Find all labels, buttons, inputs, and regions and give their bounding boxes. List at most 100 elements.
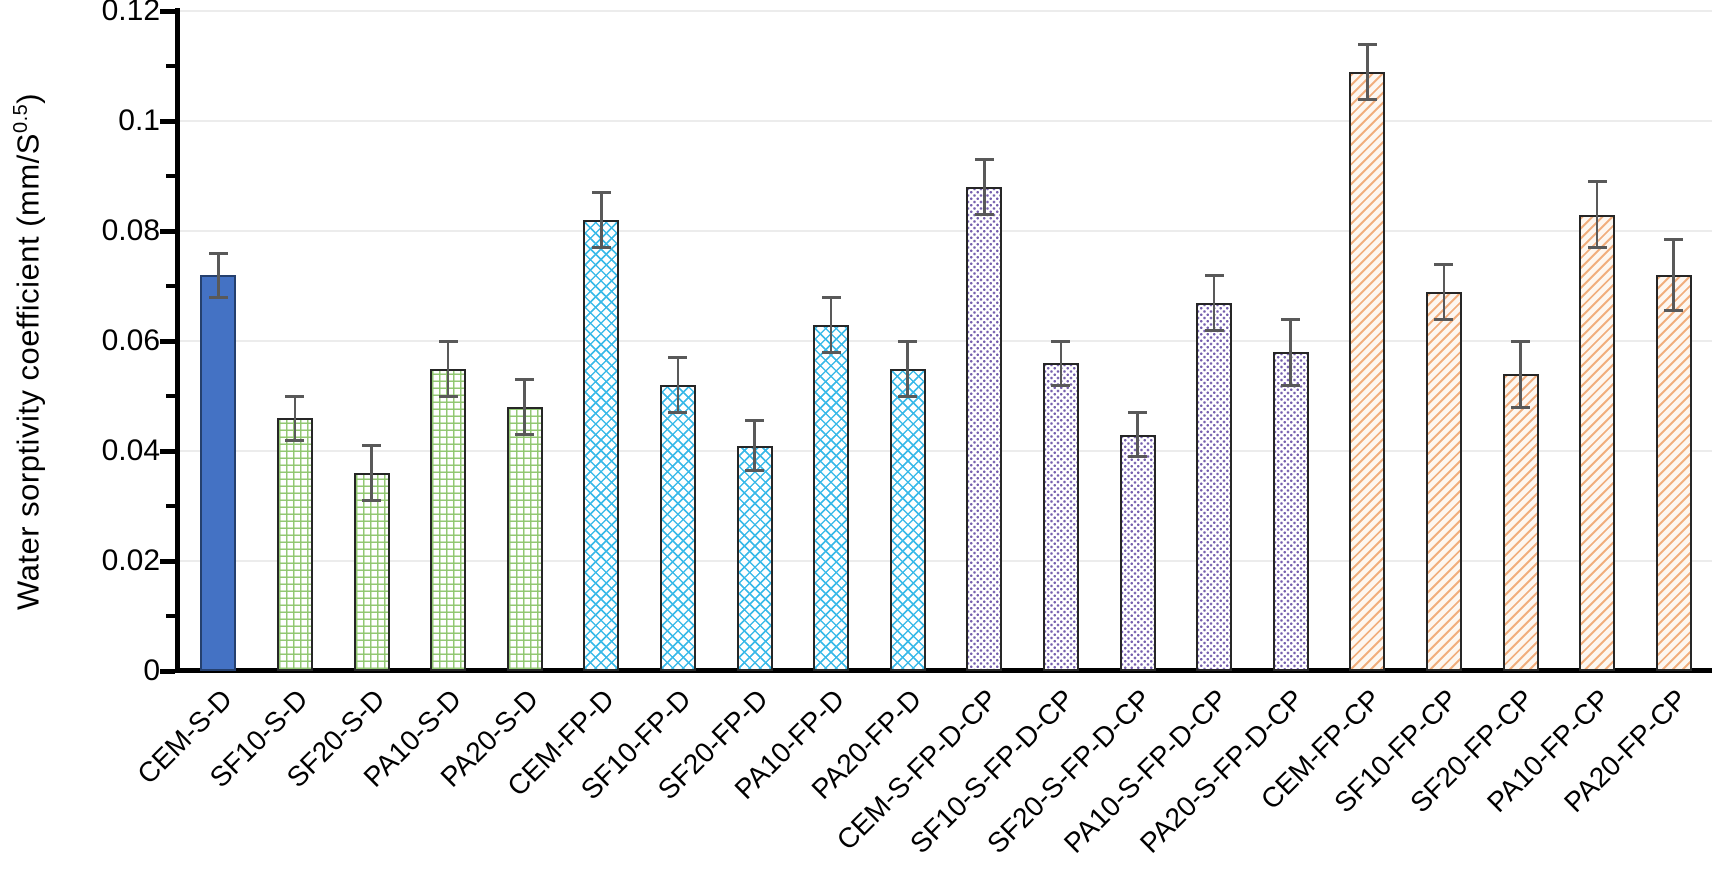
- bar-sf10-s-fp-d-cp: [1042, 363, 1079, 671]
- error-bar-cap-top: [974, 158, 994, 161]
- error-bar-cap-bottom: [1128, 455, 1147, 458]
- error-bar-cap-bottom: [1511, 405, 1530, 409]
- error-bar-cap-bottom: [591, 246, 611, 249]
- error-bar-cap-bottom: [515, 433, 535, 436]
- error-bar-cap-bottom: [1434, 317, 1454, 321]
- y-axis-line: [175, 8, 180, 673]
- y-axis-major-tick: [160, 558, 175, 564]
- error-bar-cap-bottom: [1357, 97, 1377, 101]
- error-bar-line: [446, 341, 450, 396]
- error-bar-cap-top: [591, 191, 611, 194]
- bar-sf10-s-d: [276, 418, 313, 671]
- bar-pa10-s-d: [430, 368, 467, 671]
- error-bar-cap-top: [285, 394, 305, 398]
- y-axis-title-suffix: ): [10, 92, 46, 104]
- error-bar-line: [1595, 181, 1599, 248]
- error-bar-cap-top: [438, 339, 458, 343]
- y-axis-minor-tick: [166, 64, 175, 68]
- error-bar-cap-top: [515, 378, 535, 381]
- y-axis-major-tick: [160, 448, 175, 454]
- y-axis-major-tick: [160, 8, 175, 14]
- y-tick-label: 0: [143, 654, 160, 687]
- error-bar-line: [676, 357, 680, 413]
- bar-sf10-fp-d: [659, 385, 696, 671]
- y-axis-major-tick: [160, 668, 175, 674]
- error-bar-cap-top: [668, 356, 688, 359]
- error-bar-cap-top: [1281, 317, 1301, 321]
- y-tick-label: 0.08: [101, 214, 160, 247]
- error-bar-cap-top: [1051, 339, 1071, 343]
- error-bar-line: [906, 341, 909, 396]
- error-bar-cap-top: [745, 419, 764, 423]
- error-bar-line: [1136, 412, 1139, 457]
- error-bar-line: [217, 253, 220, 297]
- error-bar-line: [293, 396, 297, 440]
- error-bar-cap-top: [208, 251, 228, 255]
- y-tick-label: 0.12: [101, 0, 160, 27]
- error-bar-cap-bottom: [285, 438, 305, 442]
- bar-sf20-s-fp-d-cp: [1119, 434, 1156, 671]
- y-tick-label: 0.02: [101, 544, 160, 577]
- error-bar-line: [1212, 275, 1216, 330]
- error-bar-cap-top: [1128, 411, 1147, 414]
- error-bar-line: [1442, 264, 1446, 319]
- error-bar-cap-bottom: [821, 350, 841, 354]
- error-bar-line: [829, 297, 833, 352]
- bar-pa20-fp-d: [889, 368, 926, 671]
- gridline: [180, 120, 1712, 122]
- gridline: [180, 560, 1712, 562]
- bar-sf20-fp-d: [736, 445, 773, 671]
- error-bar-line: [1366, 44, 1369, 99]
- error-bar-cap-top: [1587, 180, 1607, 183]
- error-bar-cap-top: [898, 339, 918, 343]
- error-bar-line: [1289, 319, 1292, 385]
- error-bar-cap-top: [821, 295, 841, 299]
- y-axis-major-tick: [160, 338, 175, 344]
- y-tick-label: 0.1: [118, 104, 160, 137]
- error-bar-cap-bottom: [208, 295, 228, 299]
- bar-pa20-s-d: [506, 407, 543, 671]
- bar-pa10-s-fp-d-cp: [1196, 302, 1233, 671]
- error-bar-cap-top: [1664, 237, 1684, 241]
- error-bar-line: [523, 379, 526, 435]
- error-bar-cap-top: [1434, 262, 1454, 266]
- bar-cem-s-d: [200, 275, 237, 671]
- gridline: [180, 10, 1712, 12]
- y-axis-major-tick: [160, 228, 175, 234]
- bar-cem-fp-d: [583, 220, 620, 671]
- gridline: [180, 340, 1712, 342]
- error-bar-cap-top: [1204, 273, 1224, 277]
- bar-pa10-fp-d: [813, 324, 850, 671]
- error-bar-cap-bottom: [745, 468, 764, 472]
- bar-pa20-fp-cp: [1655, 275, 1692, 671]
- y-axis-minor-tick: [166, 174, 175, 178]
- error-bar-cap-top: [1357, 42, 1377, 46]
- error-bar-cap-bottom: [1204, 328, 1224, 332]
- y-axis-title-text: Water sorptivity coefficient (mm/S: [10, 133, 46, 610]
- y-tick-label: 0.04: [101, 434, 160, 467]
- error-bar-line: [1519, 341, 1522, 407]
- error-bar-cap-bottom: [1281, 383, 1301, 387]
- error-bar-line: [370, 445, 373, 501]
- y-tick-label: 0.06: [101, 324, 160, 357]
- bar-sf10-fp-cp: [1425, 291, 1462, 671]
- error-bar-line: [1672, 239, 1675, 311]
- y-axis-minor-tick: [166, 394, 175, 398]
- y-axis-minor-tick: [166, 614, 175, 618]
- bar-pa20-s-fp-d-cp: [1272, 352, 1309, 671]
- error-bar-cap-bottom: [1664, 309, 1684, 313]
- error-bar-cap-bottom: [438, 394, 458, 398]
- x-axis-line: [175, 668, 1712, 673]
- error-bar-cap-bottom: [974, 213, 994, 216]
- error-bar-cap-bottom: [1587, 246, 1607, 249]
- error-bar-cap-top: [1511, 339, 1530, 343]
- y-axis-title-superscript: 0.5: [10, 103, 32, 134]
- error-bar-cap-bottom: [1051, 383, 1071, 387]
- error-bar-cap-bottom: [362, 499, 381, 502]
- bar-cem-s-fp-d-cp: [966, 187, 1003, 671]
- bar-pa10-fp-cp: [1579, 214, 1616, 671]
- error-bar-line: [1059, 341, 1063, 385]
- y-axis-minor-tick: [166, 504, 175, 508]
- plot-area: [160, 8, 1712, 674]
